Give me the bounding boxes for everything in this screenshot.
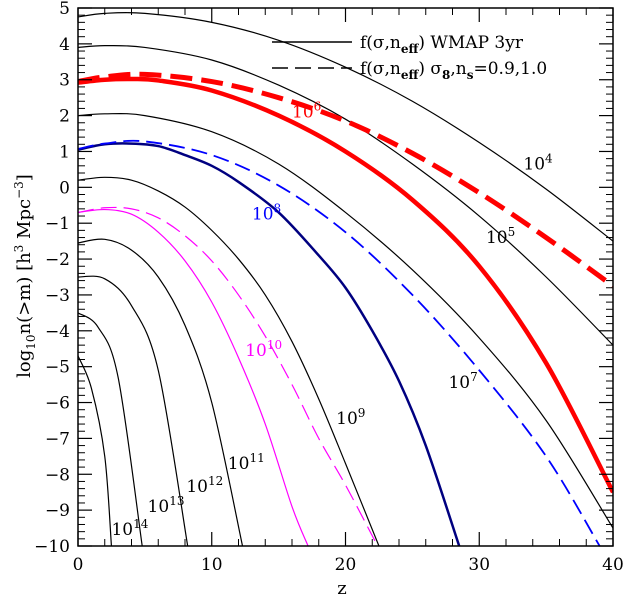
curve-label-10e13: 1013 (148, 494, 185, 517)
legend-dashed-label: f(σ,neff) σ8,ns=0.9,1.0 (360, 59, 547, 82)
series-line-10e14-solid (78, 355, 113, 546)
legend: f(σ,neff) WMAP 3yr f(σ,neff) σ8,ns=0.9,1… (272, 33, 547, 82)
series-line-10e12-solid (78, 275, 189, 546)
curve-label-10e5: 105 (486, 225, 515, 248)
y-tick-label: −1 (45, 214, 70, 234)
x-tick-label: 40 (602, 555, 624, 575)
curve-label-10e8: 108 (252, 202, 281, 225)
y-tick-label: 4 (59, 35, 70, 55)
curve-label-10e7: 107 (448, 370, 477, 393)
x-tick-label: 20 (335, 555, 357, 575)
series-line-10e6-solid (78, 76, 613, 494)
series-line-10e7-solid (78, 112, 613, 529)
x-axis-title: z (337, 578, 346, 599)
curves-layer (78, 11, 613, 546)
y-axis-title: log10n(>m) [h3 Mpc−3] (12, 174, 38, 378)
plot-frame (77, 7, 614, 547)
x-tick-label: 10 (201, 555, 223, 575)
series-line-10e10-solid (78, 208, 309, 546)
curve-label-10e10: 1010 (245, 338, 282, 361)
y-tick-label: −8 (45, 465, 70, 485)
y-tick-label: 1 (59, 142, 70, 162)
y-tick-label: 5 (59, 0, 70, 19)
legend-solid-label: f(σ,neff) WMAP 3yr (360, 33, 524, 56)
y-tick-label: −5 (45, 358, 70, 378)
series-line-10e4-solid (78, 11, 613, 242)
curve-label-10e9: 109 (336, 406, 365, 429)
curve-label-10e4: 104 (523, 151, 553, 174)
series-line-10e6-dashed (78, 71, 613, 288)
y-tick-label: −3 (45, 286, 70, 306)
y-tick-label: −4 (45, 322, 70, 342)
y-tick-label: 2 (59, 107, 70, 127)
series-line-10e9-solid (78, 176, 380, 546)
y-tick-label: −10 (34, 537, 70, 557)
x-tick-label: 30 (468, 555, 490, 575)
series-line-10e13-solid (78, 312, 143, 546)
curve-label-10e12: 1012 (186, 474, 223, 497)
y-tick-label: −2 (45, 250, 70, 270)
curve-label-10e11: 1011 (228, 451, 265, 474)
y-tick-label: 0 (59, 178, 70, 198)
curve-label-10e14: 1014 (111, 517, 148, 540)
curve-label-10e6: 106 (292, 99, 321, 122)
series-line-10e8-dashed (78, 139, 601, 546)
y-tick-label: 3 (59, 71, 70, 91)
series-line-10e10-dashed (78, 206, 379, 546)
y-tick-label: −7 (45, 429, 70, 449)
series-line-10e8-solid (78, 142, 461, 546)
series-line-10e5-solid (78, 44, 613, 346)
y-tick-label: −9 (45, 501, 70, 521)
x-tick-label: 0 (73, 555, 84, 575)
y-tick-label: −6 (45, 394, 70, 414)
series-line-10e11-solid (78, 238, 244, 546)
